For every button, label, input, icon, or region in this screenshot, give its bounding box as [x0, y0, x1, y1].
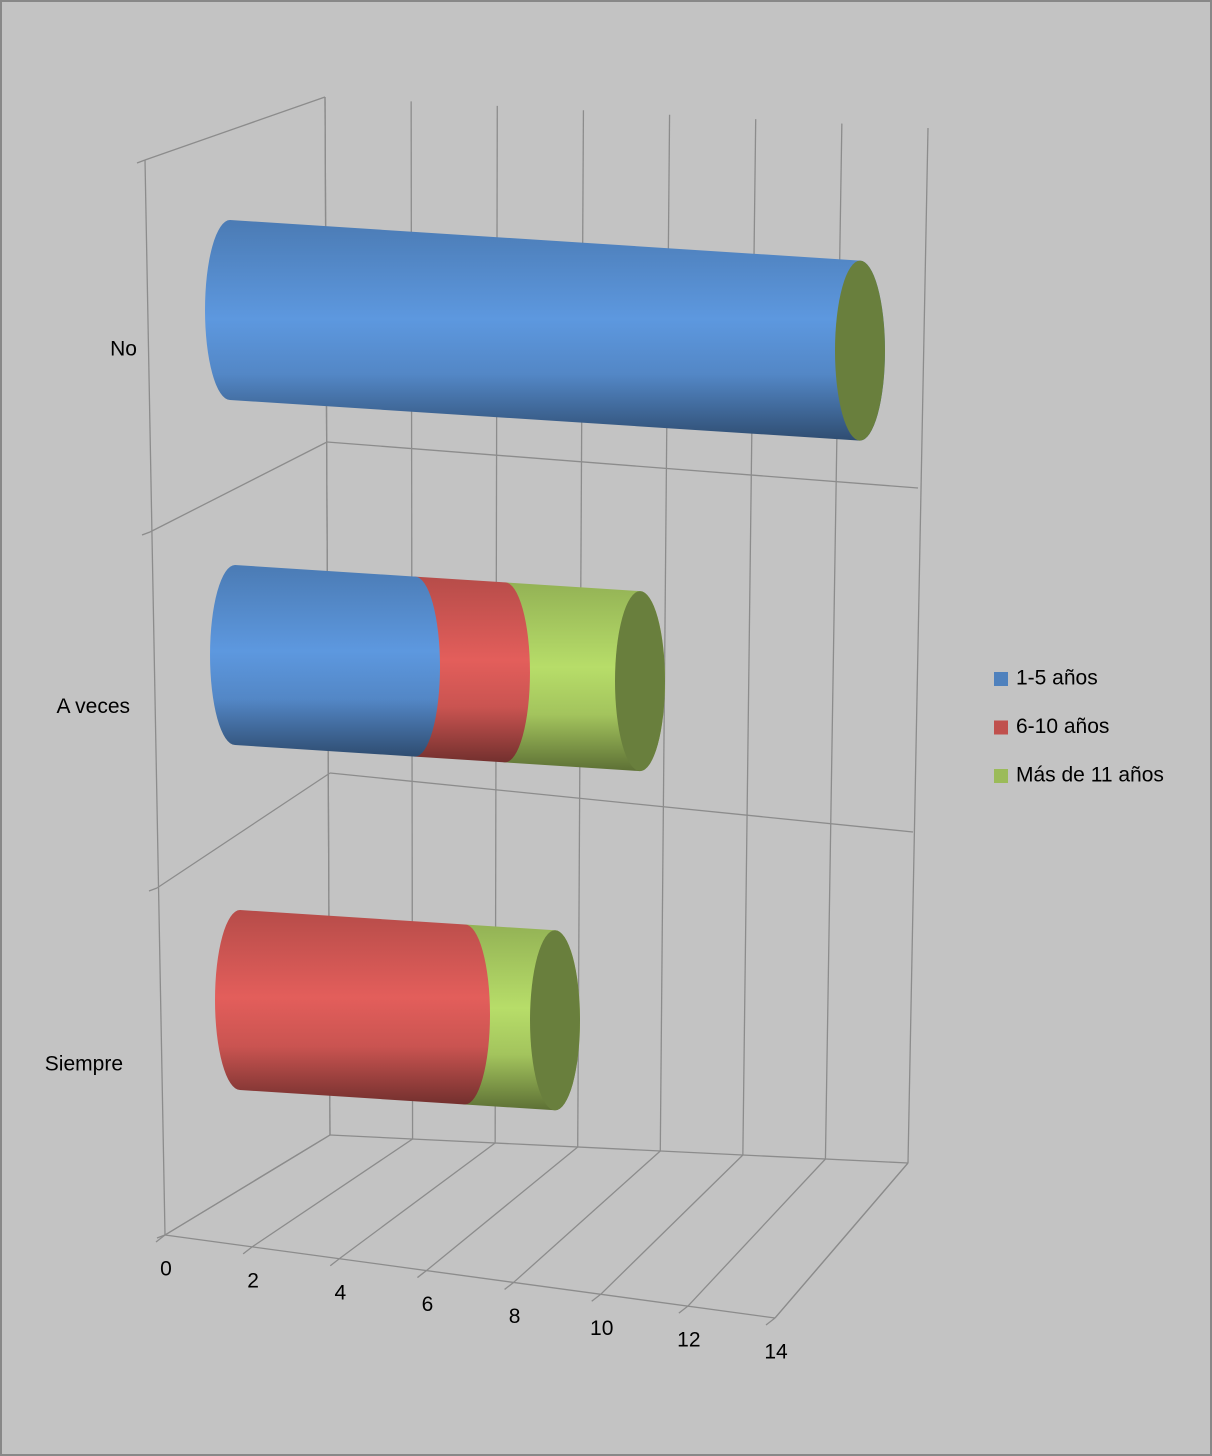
end-cap — [615, 591, 665, 772]
x-tick-label: 14 — [764, 1341, 788, 1364]
category-label: A veces — [56, 695, 130, 718]
value-axis — [164, 1234, 776, 1319]
x-tick-label: 0 — [160, 1258, 172, 1281]
legend-swatch — [994, 720, 1008, 735]
category-axis — [144, 159, 166, 1236]
category-tick — [136, 159, 146, 164]
tick-mark — [155, 1234, 166, 1243]
x-tick-label: 12 — [677, 1329, 700, 1352]
grid-line — [338, 1142, 496, 1260]
tick-mark — [417, 1270, 427, 1279]
tick-mark — [504, 1281, 514, 1290]
legend-label: 1-5 años — [1016, 667, 1098, 690]
cylinder — [210, 565, 665, 772]
grid-line — [426, 1146, 579, 1272]
legend-label: Más de 11 años — [1016, 764, 1164, 787]
grid-line — [774, 1162, 909, 1319]
legend-swatch — [994, 672, 1008, 686]
grid-line — [251, 1138, 413, 1248]
grid-line — [600, 1154, 744, 1295]
category-divider — [156, 772, 331, 889]
x-tick-label: 10 — [590, 1317, 613, 1340]
tick-mark — [591, 1293, 602, 1302]
bar-segment — [215, 910, 490, 1105]
tick-mark — [678, 1305, 689, 1314]
grid-line — [907, 127, 929, 1164]
x-tick-label: 4 — [334, 1281, 346, 1304]
grid-line — [513, 1150, 661, 1283]
legend-swatch — [994, 769, 1008, 783]
category-tick — [141, 531, 151, 536]
x-tick-label: 8 — [509, 1305, 521, 1328]
category-divider — [326, 441, 919, 489]
grid-line — [687, 1158, 826, 1307]
x-tick-label: 6 — [422, 1293, 434, 1316]
category-tick — [148, 887, 158, 892]
x-tick-label: 2 — [247, 1269, 259, 1292]
wall-edge — [144, 96, 326, 161]
end-cap — [835, 260, 885, 441]
grid-line — [164, 1134, 331, 1236]
category-divider — [329, 772, 914, 833]
bar-segment — [210, 565, 440, 757]
category-label: No — [110, 338, 137, 361]
cylinder — [215, 910, 580, 1111]
bar-segment — [205, 220, 885, 441]
legend-label: 6-10 años — [1016, 715, 1109, 738]
category-label: Siempre — [45, 1053, 123, 1076]
tick-mark — [329, 1258, 340, 1267]
category-divider — [149, 441, 328, 533]
cylinder — [205, 220, 885, 441]
end-cap — [530, 930, 580, 1111]
wall-edge — [329, 1134, 909, 1164]
tick-mark — [765, 1317, 776, 1326]
tick-mark — [242, 1246, 253, 1255]
